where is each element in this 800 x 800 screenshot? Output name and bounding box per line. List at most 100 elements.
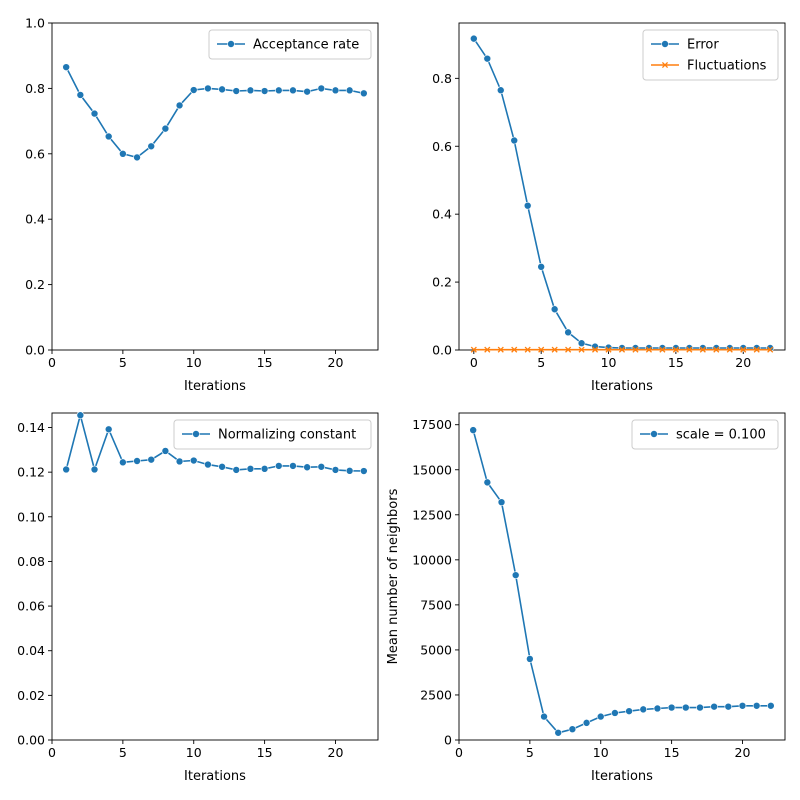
x-tick-label: 20: [328, 745, 344, 760]
y-tick-label: 5000: [420, 642, 452, 657]
data-point-x: [470, 346, 477, 353]
x-axis-label: Iterations: [591, 769, 653, 784]
data-point: [119, 458, 127, 467]
y-tick-label: 0.02: [17, 688, 45, 703]
marker-stroke: [484, 346, 491, 353]
legend: scale = 0.100: [631, 419, 779, 450]
series-line-1: [65, 412, 364, 473]
data-point: [289, 462, 297, 470]
data-point-x: [511, 346, 518, 353]
data-point-x: [659, 346, 666, 353]
data-point: [218, 462, 226, 471]
data-point: [161, 124, 170, 133]
x-tick-label: 15: [257, 745, 273, 760]
data-point: [189, 456, 198, 465]
data-point: [317, 462, 326, 471]
data-point-x: [645, 346, 653, 353]
marker-stroke: [511, 346, 518, 353]
marker-stroke: [645, 346, 653, 353]
data-point: [175, 457, 184, 466]
data-point: [596, 712, 605, 721]
data-point: [653, 704, 662, 713]
marker-stroke: [753, 346, 760, 353]
marker-stroke: [713, 346, 720, 353]
chart-panel-2: 0 5 10 15 20 0.0 0.2 0.4 0.6 0.8 Iterations Error Fl…: [432, 22, 786, 394]
data-point-x: [524, 346, 531, 353]
data-point: [104, 425, 113, 434]
y-tick-label: 0.8: [25, 81, 45, 96]
data-point: [232, 87, 241, 95]
data-point: [681, 703, 690, 712]
data-point: [483, 478, 492, 487]
data-point: [483, 54, 492, 63]
data-point-x: [565, 346, 572, 353]
data-point: [696, 703, 704, 712]
y-tick-label: 0.2: [25, 277, 45, 292]
marker-stroke: [524, 346, 531, 353]
data-point-x: [538, 346, 545, 353]
data-point: [554, 728, 563, 737]
y-tick-label: 0.10: [17, 509, 45, 524]
data-point: [218, 85, 226, 94]
data-point: [232, 466, 241, 474]
data-point: [260, 465, 269, 473]
y-tick-label: 0.4: [432, 207, 452, 222]
data-point: [345, 86, 354, 95]
series-line-1: [473, 38, 771, 349]
marker-stroke: [565, 346, 572, 353]
y-tick-label: 0.00: [17, 733, 45, 748]
plot-frame: [51, 22, 379, 351]
y-tick-label: 0.08: [17, 554, 45, 569]
legend-box: [208, 29, 372, 60]
data-point-x: [726, 346, 733, 353]
y-tick-label: 10000: [412, 552, 452, 567]
data-point-x: [551, 346, 558, 353]
data-point-x: [672, 346, 679, 353]
data-point: [147, 455, 156, 464]
legend: Normalizing constant: [173, 419, 372, 450]
x-tick-label: 20: [735, 745, 751, 760]
marker-stroke: [591, 346, 599, 353]
marker-stroke: [497, 346, 504, 353]
data-point: [76, 91, 85, 99]
data-point: [360, 89, 368, 98]
y-tick-label: 0.6: [432, 139, 452, 154]
data-point: [175, 101, 184, 110]
data-point: [303, 87, 311, 96]
data-point: [317, 84, 326, 93]
y-axis-label: Mean number of neighbors: [386, 488, 401, 664]
x-tick-label: 5: [526, 745, 534, 760]
legend-box: [631, 419, 779, 450]
marker-stroke: [740, 346, 747, 353]
data-point: [510, 136, 519, 145]
data-point: [345, 467, 354, 475]
y-tick-label: 15000: [412, 462, 452, 477]
y-tick-label: 0.14: [17, 420, 45, 435]
chart-panel-1: 0 5 10 15 20 0.0 0.2 0.4 0.6 0.8 1.0 Iterations Acce…: [25, 16, 379, 394]
y-tick-label: 0.0: [25, 343, 45, 358]
legend: Error Fluctuations: [642, 29, 779, 81]
data-point-x: [713, 346, 720, 353]
y-tick-label: 0.8: [432, 71, 452, 86]
y-tick-label: 0.06: [17, 599, 45, 614]
legend-marker: [192, 430, 200, 438]
data-point: [470, 34, 478, 43]
x-tick-label: 10: [186, 355, 202, 370]
data-point: [303, 463, 311, 472]
legend-box: [173, 419, 372, 450]
data-point-x: [767, 346, 774, 353]
data-point: [639, 705, 648, 714]
data-point: [577, 339, 586, 348]
data-point: [62, 465, 70, 474]
marker-stroke: [686, 346, 693, 353]
data-point: [738, 701, 747, 710]
marker-stroke: [470, 346, 477, 353]
data-point: [133, 457, 141, 465]
data-point: [667, 703, 676, 712]
data-point: [331, 466, 340, 474]
y-tick-label: 0.4: [25, 212, 45, 227]
data-point: [274, 86, 283, 95]
legend: Acceptance rate: [208, 29, 372, 60]
data-point-x: [686, 346, 693, 353]
data-point: [204, 460, 212, 469]
